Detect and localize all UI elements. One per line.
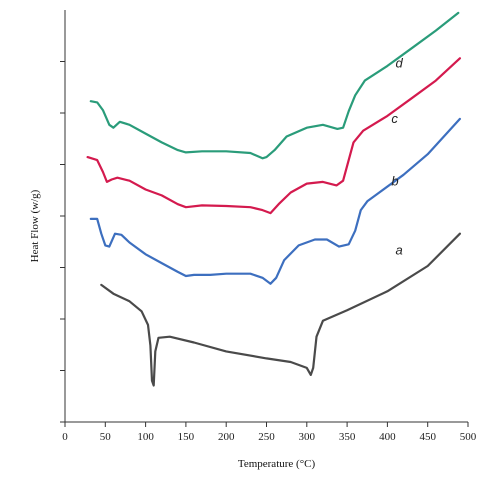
x-tick-label: 450	[419, 431, 436, 443]
x-tick-label: 0	[62, 431, 68, 443]
y-axis-title: Heat Flow (w/g)	[29, 189, 41, 262]
series-line-a	[100, 232, 461, 387]
series-label-a: a	[395, 242, 402, 257]
series-lines	[86, 11, 461, 387]
x-tick-label: 400	[379, 431, 396, 443]
x-tick-label: 50	[100, 431, 112, 443]
series-line-b	[89, 117, 461, 285]
series-label-b: b	[391, 173, 398, 188]
series-label-c: c	[391, 111, 398, 126]
y-axis-ticks	[60, 61, 65, 423]
x-tick-label: 250	[258, 431, 275, 443]
series-line-d	[89, 11, 460, 160]
series-line-c	[86, 57, 461, 215]
x-tick-label: 100	[137, 431, 154, 443]
x-tick-label: 500	[460, 431, 477, 443]
series-labels: a b c d	[391, 56, 403, 258]
x-tick-label: 350	[339, 431, 356, 443]
x-tick-label: 150	[178, 431, 195, 443]
series-label-d: d	[395, 56, 403, 71]
x-tick-label: 300	[299, 431, 316, 443]
x-axis-ticks: 0 50 100 150 200 250 300 350 400 450 500	[62, 422, 477, 443]
x-tick-label: 200	[218, 431, 235, 443]
x-axis-title: Temperature (°C)	[238, 458, 316, 470]
axes	[64, 10, 468, 423]
